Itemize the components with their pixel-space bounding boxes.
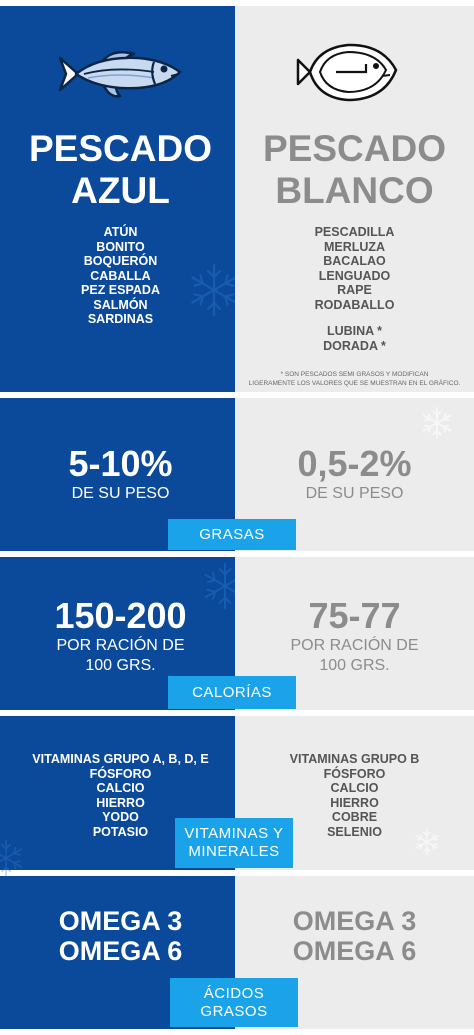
grasas-tag-label: GRASAS bbox=[199, 525, 265, 543]
azul-edge bbox=[0, 716, 6, 870]
section-gap bbox=[0, 710, 474, 716]
acidos-tag-line1: ÁCIDOS bbox=[203, 984, 265, 1002]
snowflake-icon bbox=[422, 406, 452, 440]
list-item: VITAMINAS GRUPO A, B, D, E bbox=[32, 752, 209, 766]
blanco-omega6: OMEGA 6 bbox=[292, 936, 417, 966]
blanco-footnote: * SON PESCADOS SEMI GRASOS Y MODIFICAN L… bbox=[245, 370, 464, 388]
azul-omega3: OMEGA 3 bbox=[58, 906, 183, 936]
section-gap bbox=[0, 392, 474, 398]
acidos-tag-line2: GRASOS bbox=[200, 1002, 268, 1020]
azul-calorias-sub2: 100 GRS. bbox=[85, 657, 156, 674]
blue-fish-icon bbox=[58, 51, 182, 98]
azul-types-panel: PESCADO AZUL ATÚN BONITO BOQUERÓN CABALL… bbox=[6, 6, 235, 392]
list-item: BOQUERÓN bbox=[83, 254, 158, 268]
list-item: PEZ ESPADA bbox=[81, 283, 160, 297]
list-item: HIERRO bbox=[96, 795, 145, 810]
vitaminas-tag-line2: MINERALES bbox=[188, 843, 280, 860]
blanco-calorias-sub2: 100 GRS. bbox=[319, 657, 390, 674]
calorias-tag: CALORÍAS bbox=[168, 676, 296, 709]
list-item: RODABALLO bbox=[314, 297, 395, 312]
footnote-line1: * SON PESCADOS SEMI GRASOS Y MODIFICAN bbox=[280, 371, 429, 378]
blanco-calorias-sub1: POR RACIÓN DE bbox=[290, 637, 419, 654]
blanco-calorias-value: 75-77 bbox=[308, 595, 401, 636]
list-item: CALCIO bbox=[330, 781, 379, 795]
blanco-title-line2: BLANCO bbox=[275, 170, 434, 211]
white-fish-icon bbox=[296, 43, 398, 102]
list-item: BACALAO bbox=[323, 254, 386, 268]
acidos-grasos-tag: ÁCIDOS GRASOS bbox=[170, 978, 298, 1027]
azul-grasas-value: 5-10% bbox=[68, 443, 173, 484]
section-gap bbox=[0, 1029, 474, 1035]
snowflake-icon bbox=[0, 839, 23, 877]
azul-edge bbox=[0, 557, 6, 710]
list-item: SALMÓN bbox=[93, 297, 148, 312]
blanco-grasas-value: 0,5-2% bbox=[297, 443, 412, 484]
vitaminas-tag-line1: VITAMINAS Y bbox=[184, 825, 284, 842]
azul-grasas-sub: DE SU PESO bbox=[71, 485, 170, 502]
list-item: SELENIO bbox=[327, 824, 382, 839]
blanco-grasas-sub: DE SU PESO bbox=[305, 485, 404, 502]
blanco-vitaminas-list: VITAMINAS GRUPO B FÓSFORO CALCIO HIERRO … bbox=[235, 752, 474, 839]
grasas-tag: GRASAS bbox=[168, 519, 296, 550]
azul-edge bbox=[0, 398, 6, 551]
snowflake-icon bbox=[415, 828, 439, 856]
list-item: CABALLA bbox=[90, 268, 151, 283]
list-item: YODO bbox=[102, 810, 139, 824]
list-item: CALCIO bbox=[96, 781, 145, 795]
blanco-semi-list: LUBINA * DORADA * bbox=[235, 324, 474, 353]
azul-title-line1: PESCADO bbox=[29, 128, 212, 169]
azul-omega6: OMEGA 6 bbox=[58, 936, 183, 966]
list-item: MERLUZA bbox=[323, 239, 386, 254]
azul-grasas-panel: 5-10% DE SU PESO bbox=[6, 398, 235, 551]
list-item: DORADA * bbox=[323, 338, 386, 353]
snowflake-icon bbox=[191, 263, 235, 317]
list-item: SARDINAS bbox=[87, 312, 154, 326]
list-item: POTASIO bbox=[92, 824, 149, 839]
blanco-title: PESCADO BLANCO bbox=[235, 128, 474, 212]
list-item: RAPE bbox=[337, 283, 372, 297]
azul-title-line2: AZUL bbox=[71, 170, 170, 211]
blanco-types-panel: PESCADO BLANCO PESCADILLA MERLUZA BACALA… bbox=[235, 6, 474, 392]
snowflake-icon bbox=[204, 562, 235, 610]
azul-vitaminas-list: VITAMINAS GRUPO A, B, D, E FÓSFORO CALCI… bbox=[6, 752, 235, 839]
list-item: FÓSFORO bbox=[323, 766, 386, 781]
section-gap bbox=[0, 870, 474, 876]
list-item: HIERRO bbox=[330, 795, 379, 810]
calorias-tag-label: CALORÍAS bbox=[192, 683, 272, 701]
list-item: VITAMINAS GRUPO B bbox=[289, 752, 420, 766]
list-item: FÓSFORO bbox=[89, 766, 152, 781]
footnote-line2: LIGERAMENTE LOS VALORES QUE SE MUESTRAN … bbox=[248, 380, 461, 387]
azul-calorias-value: 150-200 bbox=[54, 595, 187, 636]
blanco-title-line1: PESCADO bbox=[263, 128, 446, 169]
list-item: ATÚN bbox=[103, 225, 138, 239]
list-item: LUBINA * bbox=[326, 324, 383, 338]
section-gap bbox=[0, 0, 474, 6]
section-gap bbox=[0, 551, 474, 557]
list-item: BONITO bbox=[96, 239, 145, 254]
azul-calorias-sub1: POR RACIÓN DE bbox=[56, 637, 185, 654]
azul-edge bbox=[0, 876, 6, 1029]
azul-fish-list: ATÚN BONITO BOQUERÓN CABALLA PEZ ESPADA … bbox=[6, 225, 235, 327]
vitaminas-tag: VITAMINAS Y MINERALES bbox=[175, 818, 293, 868]
azul-title: PESCADO AZUL bbox=[6, 128, 235, 212]
list-item: PESCADILLA bbox=[314, 225, 395, 239]
azul-edge bbox=[0, 6, 6, 392]
list-item: LENGUADO bbox=[318, 268, 391, 283]
blanco-omega3: OMEGA 3 bbox=[292, 906, 417, 936]
list-item: COBRE bbox=[331, 810, 378, 824]
blanco-fish-list: PESCADILLA MERLUZA BACALAO LENGUADO RAPE… bbox=[235, 225, 474, 312]
